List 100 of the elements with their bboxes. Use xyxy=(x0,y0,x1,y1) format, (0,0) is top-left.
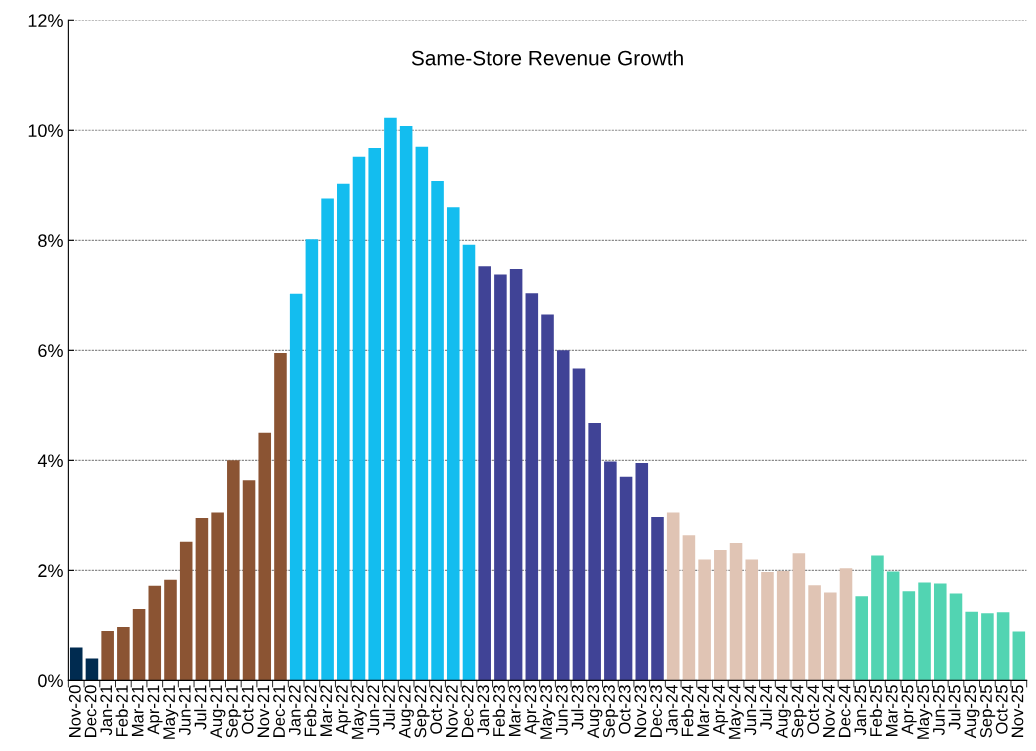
x-tick-label: Mar-22 xyxy=(320,685,333,736)
x-tick-label: Jun-24 xyxy=(744,685,757,736)
bar xyxy=(918,582,931,681)
bar xyxy=(117,627,130,681)
bar xyxy=(494,274,507,681)
bar xyxy=(227,460,240,681)
x-tick-label: Nov-21 xyxy=(257,685,270,737)
y-tick-label: 4% xyxy=(37,454,63,468)
bar xyxy=(855,596,869,681)
bar xyxy=(698,559,711,681)
x-tick-label: Aug-22 xyxy=(398,685,414,739)
bar xyxy=(179,541,193,681)
bar xyxy=(164,579,177,681)
bar xyxy=(776,570,790,681)
x-tick-label: Jan-21 xyxy=(100,685,113,736)
bar xyxy=(981,613,994,681)
x-tick-label: Nov-24 xyxy=(822,685,835,737)
x-tick-label: Oct-21 xyxy=(241,685,254,734)
bar xyxy=(808,585,821,681)
x-tick-label: Feb-25 xyxy=(869,685,882,737)
y-tick-label: 2% xyxy=(38,564,63,578)
x-tick-label: Aug-23 xyxy=(587,685,603,739)
bar xyxy=(666,512,680,681)
bar xyxy=(965,611,978,681)
bar xyxy=(651,517,664,681)
x-tick-label: Jul-24 xyxy=(759,685,772,730)
bar xyxy=(949,593,963,681)
x-tick-label: Nov-22 xyxy=(445,685,458,737)
x-tick-label: Feb-23 xyxy=(492,685,505,737)
bar xyxy=(132,608,146,681)
bar xyxy=(996,612,1010,681)
bar xyxy=(839,568,853,681)
bar xyxy=(211,512,224,681)
bar xyxy=(745,559,759,681)
x-tick-label: Jan-24 xyxy=(665,685,678,736)
x-tick-label: Feb-22 xyxy=(304,685,317,737)
x-tick-label: Apr-21 xyxy=(147,685,163,735)
x-tick-label: Mar-24 xyxy=(697,685,710,736)
bar xyxy=(886,571,900,681)
bar xyxy=(604,461,617,681)
x-tick-label: Jan-22 xyxy=(288,685,301,736)
bar xyxy=(85,658,99,681)
bar xyxy=(69,647,83,681)
bar xyxy=(541,314,554,681)
bar xyxy=(933,583,947,681)
x-tick-label: Sep-24 xyxy=(791,685,807,738)
bar xyxy=(352,156,366,681)
bar xyxy=(729,542,743,681)
bar xyxy=(871,555,884,681)
bar xyxy=(824,592,837,681)
text: Same-Store Revenue Growth xyxy=(411,50,683,66)
x-tick-label: Mar-23 xyxy=(508,685,521,736)
x-tick-label: Jul-23 xyxy=(571,685,584,730)
bar xyxy=(399,125,413,681)
y-tick-label: 12% xyxy=(28,14,63,27)
x-tick-label: Dec-22 xyxy=(461,685,474,737)
x-tick-label: Apr-24 xyxy=(713,685,729,735)
bar xyxy=(258,432,272,681)
x-tick-label: Jun-23 xyxy=(555,685,568,736)
bar xyxy=(446,207,460,681)
x-tick-label: Apr-22 xyxy=(335,685,352,735)
bar xyxy=(305,239,319,681)
bar xyxy=(274,353,287,681)
y-tick-label: 0% xyxy=(38,674,63,688)
bar xyxy=(792,553,806,681)
x-tick-label: Nov-23 xyxy=(634,685,647,737)
x-tick-label: Sep-22 xyxy=(414,685,430,738)
x-tick-label: May-22 xyxy=(351,685,367,739)
x-tick-label: Nov-20 xyxy=(68,685,81,737)
x-tick-label: Feb-24 xyxy=(681,685,694,737)
bar xyxy=(588,422,601,681)
x-tick-label: Jan-25 xyxy=(854,685,867,736)
x-tick-label: Oct-25 xyxy=(995,685,1008,734)
x-tick-label: May-21 xyxy=(163,685,179,739)
bar xyxy=(902,591,916,681)
x-tick-label: Feb-21 xyxy=(115,685,128,737)
bar xyxy=(462,244,476,681)
x-tick-label: Aug-21 xyxy=(210,685,226,739)
x-tick-label: Dec-24 xyxy=(838,685,851,737)
bar xyxy=(321,198,334,681)
bar xyxy=(682,535,696,681)
bar xyxy=(415,146,429,681)
y-tick-label: 10% xyxy=(28,124,63,138)
bar xyxy=(714,550,727,681)
x-tick-label: Jun-25 xyxy=(932,685,945,736)
bar xyxy=(509,268,523,681)
bar xyxy=(148,585,162,681)
x-tick-label: Sep-23 xyxy=(603,685,619,738)
x-tick-label: Oct-24 xyxy=(807,685,820,734)
x-tick-label: Dec-21 xyxy=(273,685,285,737)
x-tick-label: Sep-21 xyxy=(226,685,242,738)
bar xyxy=(101,630,114,681)
x-tick-label: Jul-22 xyxy=(382,685,395,730)
x-tick-label: Jan-23 xyxy=(477,685,490,736)
x-tick-label: Apr-23 xyxy=(524,685,540,735)
bar xyxy=(384,117,397,681)
bar xyxy=(431,180,444,681)
x-tick-label: Aug-24 xyxy=(775,685,791,739)
x-tick-label: Oct-23 xyxy=(618,685,631,734)
bar xyxy=(619,476,633,681)
